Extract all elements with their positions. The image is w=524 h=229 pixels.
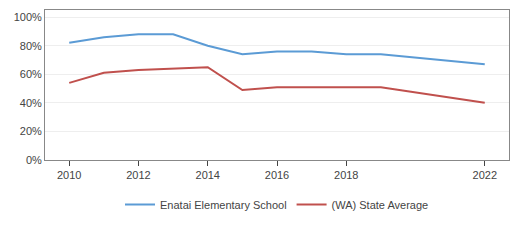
svg-text:20%: 20% — [20, 125, 42, 137]
svg-text:40%: 40% — [20, 97, 42, 109]
svg-text:Enatai Elementary School: Enatai Elementary School — [160, 199, 287, 211]
svg-text:80%: 80% — [20, 40, 42, 52]
svg-text:2010: 2010 — [57, 169, 81, 181]
svg-text:2012: 2012 — [126, 169, 150, 181]
svg-text:100%: 100% — [14, 11, 42, 23]
svg-text:2014: 2014 — [196, 169, 220, 181]
svg-text:2016: 2016 — [265, 169, 289, 181]
svg-text:(WA) State Average: (WA) State Average — [332, 199, 429, 211]
svg-text:0%: 0% — [26, 154, 42, 166]
svg-text:60%: 60% — [20, 68, 42, 80]
svg-text:2018: 2018 — [334, 169, 358, 181]
svg-text:2022: 2022 — [473, 169, 497, 181]
